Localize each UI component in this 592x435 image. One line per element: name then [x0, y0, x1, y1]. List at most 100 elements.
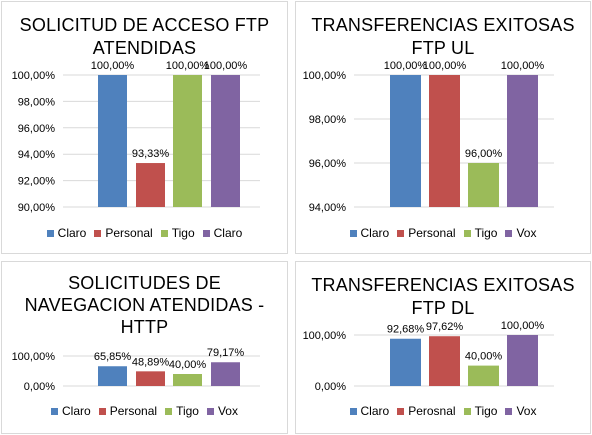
data-label: 92,68% — [387, 324, 425, 336]
chart-legend: Claro Personal Tigo Claro — [2, 226, 287, 240]
data-label: 100,00% — [501, 320, 545, 332]
chart-panel-ftp-dl: TRANSFERENCIAS EXITOSAS FTP DL 0,00% 100,… — [295, 261, 591, 434]
data-label: 40,00% — [465, 351, 503, 363]
legend-swatch — [505, 408, 513, 415]
legend-swatch — [94, 230, 102, 237]
legend-label: Claro — [57, 226, 87, 240]
y-tick-label: 0,00% — [24, 381, 55, 393]
chart-plot: 94,00% 96,00% 98,00% 100,00% 100,00% 100,00% 9… — [303, 60, 554, 214]
data-label: 100,00% — [204, 60, 248, 72]
legend-label: Claro — [62, 404, 91, 418]
chart-plot: 0,00% 100,00% 65,85% 48,89% 40,00%79,17% — [12, 347, 260, 393]
chart-plot: 90,00%92,00%94,00%96,00%98,00%100,00%100… — [12, 60, 260, 214]
chart-title: SOLICITUDES DE NAVEGACION ATENDIDAS - HT… — [2, 272, 287, 338]
legend-item: Tigo — [463, 404, 498, 418]
data-label: 100,00% — [501, 60, 545, 72]
bar-vox — [507, 335, 538, 386]
legend-item: Claro — [202, 226, 242, 240]
legend-item: Personal — [397, 226, 456, 240]
bar-claro — [98, 366, 127, 386]
legend-item: Vox — [505, 404, 536, 418]
chart-title: TRANSFERENCIAS EXITOSAS FTP UL — [296, 14, 590, 60]
legend-swatch — [51, 408, 58, 415]
legend-swatch — [206, 408, 214, 415]
bar-personal — [136, 163, 165, 207]
legend-label: Vox — [516, 404, 537, 418]
legend-swatch — [165, 408, 173, 415]
y-tick-label: 100,00% — [12, 351, 56, 363]
chart-legend: Claro Personal Tigo Vox — [2, 404, 287, 418]
bar-perosnal — [429, 336, 460, 386]
legend-item: Claro — [46, 226, 87, 240]
legend-item: Tigo — [165, 404, 199, 418]
chart-plot: 0,00% 100,00% 92,68% 97,62% 40,00% 100,00% — [303, 320, 554, 393]
bar-personal — [429, 75, 460, 207]
data-label: 100,00% — [91, 60, 135, 72]
chart-title-line: SOLICITUD DE ACCESO FTP — [19, 15, 270, 35]
bar-vox — [507, 75, 538, 207]
bar-claro — [211, 75, 240, 207]
y-tick-label: 94,00% — [18, 149, 56, 161]
legend-item: Personal — [98, 404, 158, 418]
data-label: 97,62% — [426, 321, 464, 333]
y-tick-label: 98,00% — [18, 96, 56, 108]
legend-item: Vox — [206, 404, 238, 418]
legend-item: Personal — [94, 226, 153, 240]
legend-label: Claro — [360, 404, 390, 418]
legend-label: Perosnal — [408, 404, 456, 418]
chart-panel-ftp-access: SOLICITUD DE ACCESO FTP ATENDIDAS 90,00%… — [1, 1, 288, 254]
bar-tigo — [468, 365, 499, 386]
legend-item: Perosnal — [397, 404, 456, 418]
chart-title: SOLICITUD DE ACCESO FTP ATENDIDAS — [2, 14, 287, 60]
legend-swatch — [160, 230, 168, 237]
y-tick-label: 0,00% — [315, 381, 346, 393]
y-tick-label: 100,00% — [303, 330, 347, 342]
legend-swatch — [46, 230, 54, 237]
chart-legend: Claro Personal Tigo Vox — [296, 226, 590, 240]
legend-label: Vox — [217, 404, 238, 418]
chart-title-line: HTTP — [120, 317, 169, 337]
bar-personal — [136, 371, 165, 386]
data-label: 100,00% — [423, 60, 467, 72]
y-tick-label: 100,00% — [12, 70, 56, 82]
chart-title-line: FTP UL — [411, 38, 475, 58]
legend-swatch — [397, 230, 405, 237]
chart-panel-http: SOLICITUDES DE NAVEGACION ATENDIDAS - HT… — [1, 261, 288, 434]
legend-item: Tigo — [160, 226, 195, 240]
legend-label: Tigo — [474, 226, 498, 240]
y-tick-label: 92,00% — [18, 176, 56, 188]
legend-label: Personal — [408, 226, 456, 240]
chart-legend: Claro Perosnal Tigo Vox — [296, 404, 590, 418]
bar-claro — [390, 338, 421, 386]
y-tick-label: 94,00% — [309, 202, 347, 214]
y-tick-label: 96,00% — [309, 158, 347, 170]
legend-label: Tigo — [171, 226, 195, 240]
chart-title: TRANSFERENCIAS EXITOSAS FTP DL — [296, 274, 590, 320]
legend-label: Personal — [109, 404, 158, 418]
data-label: 65,85% — [94, 351, 132, 363]
legend-label: Tigo — [176, 404, 199, 418]
legend-swatch — [349, 408, 357, 415]
y-tick-label: 96,00% — [18, 123, 56, 135]
legend-item: Tigo — [463, 226, 498, 240]
data-label: 93,33% — [132, 148, 170, 160]
data-label: 48,89% — [132, 356, 170, 368]
bar-tigo — [468, 163, 499, 207]
bar-tigo — [173, 75, 202, 207]
bar-claro — [98, 75, 127, 207]
legend-swatch — [505, 230, 513, 237]
legend-label: Personal — [105, 226, 153, 240]
chart-title-line: SOLICITUDES DE — [68, 273, 221, 293]
legend-label: Tigo — [474, 404, 498, 418]
y-tick-label: 98,00% — [309, 114, 347, 126]
legend-item: Vox — [505, 226, 536, 240]
data-label: 100,00% — [166, 60, 210, 72]
chart-title-line: ATENDIDAS — [92, 38, 197, 58]
chart-title-line: FTP DL — [411, 298, 475, 318]
data-label: 79,17% — [207, 347, 245, 359]
data-label: 96,00% — [465, 148, 503, 160]
y-tick-label: 100,00% — [303, 70, 347, 82]
legend-label: Vox — [516, 226, 537, 240]
legend-swatch — [463, 230, 471, 237]
legend-item: Claro — [51, 404, 91, 418]
